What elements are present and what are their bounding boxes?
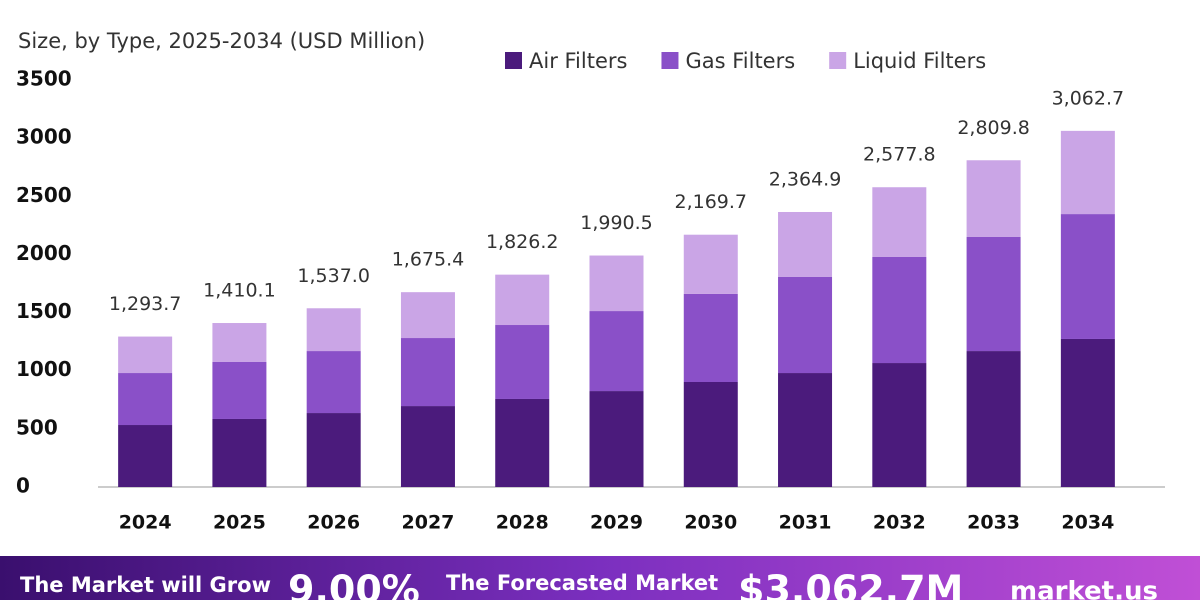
bar-segment	[683, 234, 738, 294]
bar-segment	[589, 391, 644, 487]
total-label: 2,577.8	[863, 144, 936, 166]
banner-cagr: 9.00%	[288, 568, 420, 600]
bar-segment	[212, 418, 267, 487]
banner-grow: The Market will Grow	[20, 573, 271, 597]
x-tick-label: 2032	[873, 512, 926, 534]
x-tick-label: 2029	[590, 512, 643, 534]
banner-brand: market.us	[1010, 577, 1158, 600]
total-label: 3,062.7	[1052, 87, 1125, 109]
bar-segment	[589, 311, 644, 392]
x-tick-label: 2030	[684, 512, 737, 534]
legend-swatch	[505, 52, 522, 69]
y-tick-label: 1000	[16, 357, 72, 381]
bar-segment	[966, 160, 1021, 237]
total-label: 1,990.5	[580, 212, 653, 234]
bar-segment	[118, 373, 173, 426]
bar-segment	[306, 308, 361, 352]
banner-forecast-value: $3,062.7M	[738, 568, 963, 600]
bar-segment	[778, 211, 833, 277]
bar-segment	[495, 274, 550, 326]
total-label: 1,537.0	[297, 265, 370, 287]
total-label: 1,410.1	[203, 280, 276, 302]
x-tick-label: 2024	[119, 512, 172, 534]
bar-segment	[306, 351, 361, 414]
banner	[0, 556, 1200, 600]
legend-swatch	[829, 52, 847, 69]
x-tick-label: 2027	[402, 512, 455, 534]
bar-segment	[778, 276, 833, 374]
bar-segment	[306, 413, 361, 487]
y-tick-label: 2000	[16, 241, 72, 265]
bar-segment	[495, 325, 550, 399]
bar-segment	[400, 292, 455, 339]
bar-segment	[966, 351, 1021, 487]
total-label: 2,169.7	[675, 191, 748, 213]
chart-subtitle: Size, by Type, 2025-2034 (USD Million)	[18, 29, 425, 53]
x-tick-label: 2034	[1061, 512, 1114, 534]
y-tick-label: 500	[16, 415, 58, 439]
bar-segment	[589, 255, 644, 312]
banner-forecast: The Forecasted Market	[446, 571, 718, 595]
bar-segment	[872, 187, 927, 257]
y-tick-label: 0	[16, 474, 30, 498]
bar-segment	[495, 398, 550, 487]
y-tick-label: 3000	[16, 125, 72, 149]
x-tick-label: 2031	[779, 512, 832, 534]
bar-segment	[118, 425, 173, 487]
bar-segment	[966, 236, 1021, 352]
legend-label: Air Filters	[529, 49, 627, 73]
legend-label: Liquid Filters	[853, 49, 986, 73]
bar-segment	[1060, 338, 1115, 487]
bar-segment	[1060, 214, 1115, 339]
x-tick-label: 2033	[967, 512, 1020, 534]
total-label: 1,826.2	[486, 231, 559, 253]
bar-segment	[1060, 130, 1115, 215]
bar-segment	[778, 373, 833, 487]
x-tick-label: 2025	[213, 512, 266, 534]
bar-segment	[872, 363, 927, 487]
bar-segment	[683, 381, 738, 487]
bar-segment	[872, 256, 927, 364]
x-tick-label: 2026	[307, 512, 360, 534]
y-tick-label: 2500	[16, 183, 72, 207]
total-label: 2,364.9	[769, 168, 842, 190]
y-tick-label: 1500	[16, 299, 72, 323]
total-label: 1,675.4	[392, 249, 465, 271]
legend-label: Gas Filters	[685, 49, 795, 73]
bar-segment	[400, 406, 455, 487]
bar-segment	[683, 293, 738, 382]
bar-segment	[118, 336, 173, 374]
bar-segment	[400, 338, 455, 407]
bar-segment	[212, 361, 267, 419]
y-tick-label: 3500	[16, 67, 72, 91]
total-label: 2,809.8	[957, 117, 1030, 139]
bar-segment	[212, 323, 267, 362]
legend-swatch	[661, 52, 679, 69]
total-label: 1,293.7	[109, 293, 182, 315]
x-tick-label: 2028	[496, 512, 549, 534]
